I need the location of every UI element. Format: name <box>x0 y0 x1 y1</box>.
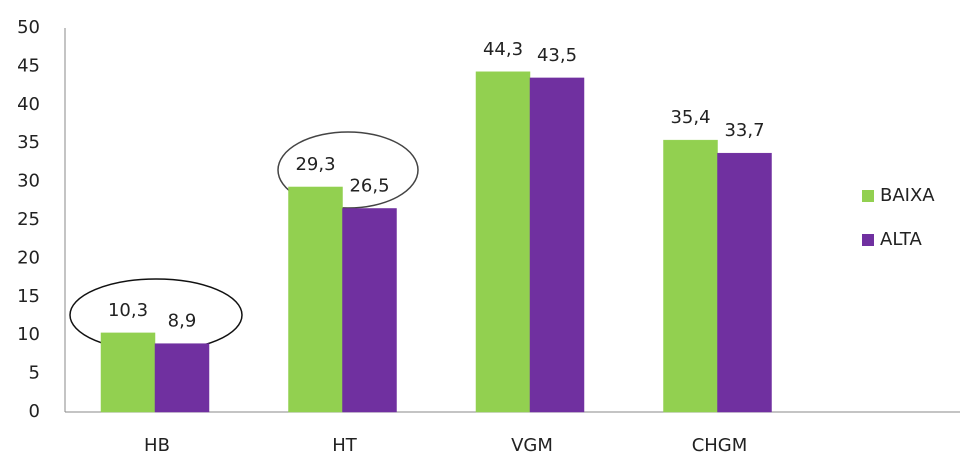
value-label: 8,9 <box>168 311 197 332</box>
value-label: 44,3 <box>483 39 523 60</box>
y-tick-label: 25 <box>17 209 40 230</box>
x-tick-label: VGM <box>511 435 553 456</box>
y-tick-label: 30 <box>17 171 40 192</box>
x-tick-label: CHGM <box>692 435 748 456</box>
value-label: 33,7 <box>724 120 764 141</box>
legend-swatch <box>862 234 874 246</box>
value-label: 10,3 <box>108 300 148 321</box>
y-tick-label: 45 <box>17 55 40 76</box>
bar <box>342 208 397 413</box>
y-tick-label: 20 <box>17 247 40 268</box>
y-tick-label: 10 <box>17 324 40 345</box>
x-tick-label: HT <box>332 435 358 456</box>
value-label: 35,4 <box>670 107 710 128</box>
bar <box>154 343 210 413</box>
y-tick-label: 50 <box>17 17 40 38</box>
bar <box>100 332 156 413</box>
y-tick-label: 0 <box>29 401 40 422</box>
bar <box>663 139 718 413</box>
legend-swatch <box>862 190 874 202</box>
bar <box>475 71 531 413</box>
value-label: 29,3 <box>295 154 335 175</box>
bar <box>288 186 343 413</box>
value-label: 43,5 <box>537 45 577 66</box>
legend-label: BAIXA <box>880 185 935 206</box>
y-tick-label: 35 <box>17 132 40 153</box>
value-label: 26,5 <box>349 175 389 196</box>
y-tick-label: 40 <box>17 94 40 115</box>
bar <box>717 152 772 413</box>
highlight-ellipse <box>277 131 419 209</box>
bar <box>529 77 585 413</box>
y-tick-label: 5 <box>29 363 40 384</box>
legend-label: ALTA <box>880 229 922 250</box>
x-tick-label: HB <box>144 435 170 456</box>
y-tick-label: 15 <box>17 286 40 307</box>
highlight-ellipse <box>69 278 243 352</box>
